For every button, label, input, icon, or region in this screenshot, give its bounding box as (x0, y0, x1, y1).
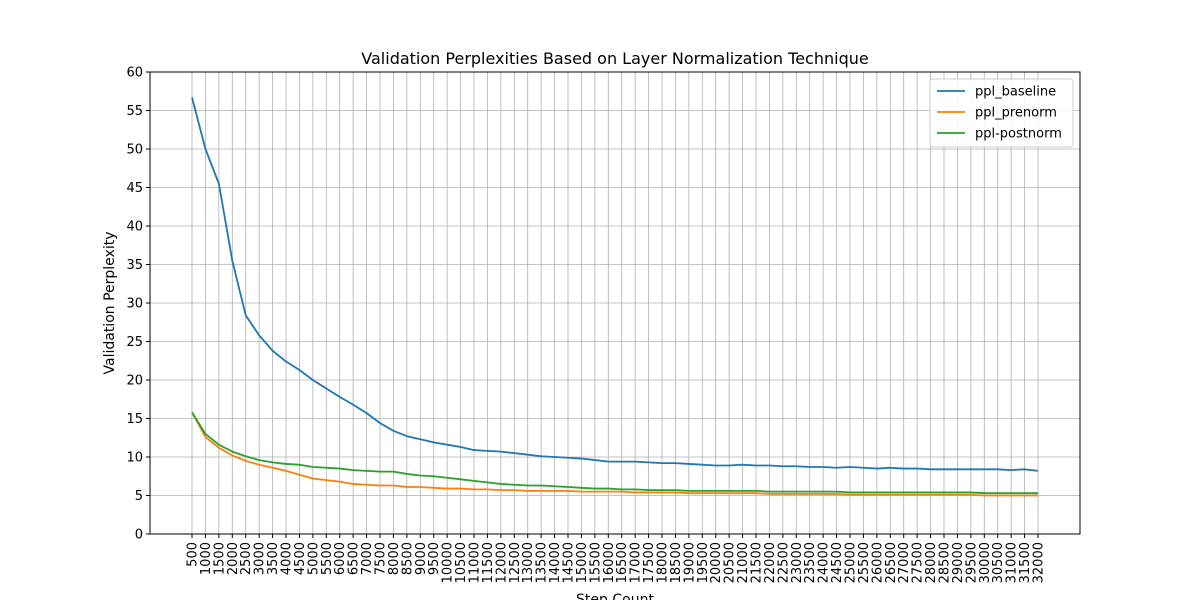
x-tick-label: 30000 (978, 542, 993, 583)
x-tick-label: 5000 (306, 542, 321, 575)
x-tick-label: 12500 (508, 542, 523, 583)
series-line-ppl_prenorm (191, 411, 1038, 497)
x-tick-label: 17500 (642, 542, 657, 583)
y-tick-label: 25 (126, 335, 143, 350)
x-tick-label: 11000 (468, 542, 483, 583)
x-tick-label: 19000 (682, 542, 697, 583)
x-tick-label: 16500 (615, 542, 630, 583)
x-tick-label: 7500 (374, 542, 389, 575)
x-tick-label: 28500 (938, 542, 953, 583)
x-tick-label: 26000 (870, 542, 885, 583)
x-tick-label: 29500 (964, 542, 979, 583)
legend-label: ppl_prenorm (975, 106, 1057, 121)
legend-label: ppl-postnorm (975, 127, 1062, 142)
x-tick-label: 18500 (669, 542, 684, 583)
x-tick-label: 1500 (212, 542, 227, 575)
x-tick-label: 6500 (347, 542, 362, 575)
x-tick-label: 500 (186, 542, 201, 567)
x-tick-label: 22000 (763, 542, 778, 583)
x-tick-label: 30500 (991, 542, 1006, 583)
x-tick-label: 18000 (656, 542, 671, 583)
series-line-ppl-postnorm (191, 411, 1038, 495)
x-tick-label: 27000 (897, 542, 912, 583)
x-tick-label: 19500 (696, 542, 711, 583)
y-tick-label: 35 (126, 258, 143, 273)
y-axis-label: Validation Perplexity (102, 232, 118, 375)
x-tick-label: 12000 (494, 542, 509, 583)
x-tick-label: 9500 (427, 542, 442, 575)
x-tick-label: 14000 (548, 542, 563, 583)
x-tick-label: 9000 (414, 542, 429, 575)
x-tick-label: 24000 (817, 542, 832, 583)
x-tick-label: 14500 (562, 542, 577, 583)
x-tick-label: 13000 (521, 542, 536, 583)
legend-label: ppl_baseline (975, 85, 1056, 100)
x-tick-label: 25500 (857, 542, 872, 583)
y-tick-label: 20 (126, 374, 143, 389)
chart-title: Validation Perplexities Based on Layer N… (361, 49, 868, 68)
legend-box (929, 78, 1074, 148)
x-tick-label: 26500 (884, 542, 899, 583)
y-tick-label: 40 (126, 220, 143, 235)
x-tick-label: 17000 (629, 542, 644, 583)
x-tick-label: 31500 (1018, 542, 1033, 583)
x-tick-label: 23500 (803, 542, 818, 583)
x-tick-label: 13500 (535, 542, 550, 583)
x-tick-label: 20500 (723, 542, 738, 583)
x-tick-label: 31000 (1005, 542, 1020, 583)
grid (150, 71, 1080, 535)
x-axis-ticks: 5001000150020002500300035004000450050005… (186, 534, 1047, 583)
x-tick-label: 27500 (911, 542, 926, 583)
x-tick-label: 4000 (280, 542, 295, 575)
x-tick-label: 21500 (750, 542, 765, 583)
x-tick-label: 8000 (387, 542, 402, 575)
x-tick-label: 7000 (360, 542, 375, 575)
x-tick-label: 15500 (588, 542, 603, 583)
x-tick-label: 21000 (736, 542, 751, 583)
x-tick-label: 11500 (481, 542, 496, 583)
x-tick-label: 24500 (830, 542, 845, 583)
series-line-ppl_baseline (191, 97, 1039, 472)
x-tick-label: 3500 (266, 542, 281, 575)
x-tick-label: 16000 (602, 542, 617, 583)
series-lines (191, 97, 1039, 497)
x-tick-label: 3000 (253, 542, 268, 575)
x-tick-label: 2500 (239, 542, 254, 575)
x-tick-label: 23000 (790, 542, 805, 583)
y-tick-label: 55 (126, 104, 143, 119)
y-tick-label: 50 (126, 143, 143, 158)
x-tick-label: 28000 (924, 542, 939, 583)
y-tick-label: 10 (126, 451, 143, 466)
y-axis-ticks: 0 5 10 15 20 25 30 35 40 45 50 55 60 (126, 66, 150, 543)
x-tick-label: 10500 (454, 542, 469, 583)
x-tick-label: 2000 (226, 542, 241, 575)
x-tick-label: 5500 (320, 542, 335, 575)
y-tick-label: 60 (126, 66, 143, 81)
y-tick-label: 5 (135, 489, 143, 504)
x-tick-label: 15000 (575, 542, 590, 583)
x-tick-label: 1000 (199, 542, 214, 575)
legend: ppl_baseline ppl_prenorm ppl-postnorm (929, 78, 1074, 148)
x-tick-label: 20000 (709, 542, 724, 583)
x-tick-label: 6000 (333, 542, 348, 575)
x-tick-label: 10000 (441, 542, 456, 583)
x-tick-label: 25000 (844, 542, 859, 583)
x-tick-label: 29000 (951, 542, 966, 583)
x-axis-label: Step Count (576, 592, 654, 600)
y-tick-label: 45 (126, 181, 143, 196)
x-tick-label: 8500 (400, 542, 415, 575)
x-tick-label: 22500 (776, 542, 791, 583)
x-tick-label: 32000 (1032, 542, 1047, 583)
x-tick-label: 4500 (293, 542, 308, 575)
y-tick-label: 0 (135, 528, 143, 543)
y-tick-label: 15 (126, 412, 143, 427)
y-tick-label: 30 (126, 297, 143, 312)
